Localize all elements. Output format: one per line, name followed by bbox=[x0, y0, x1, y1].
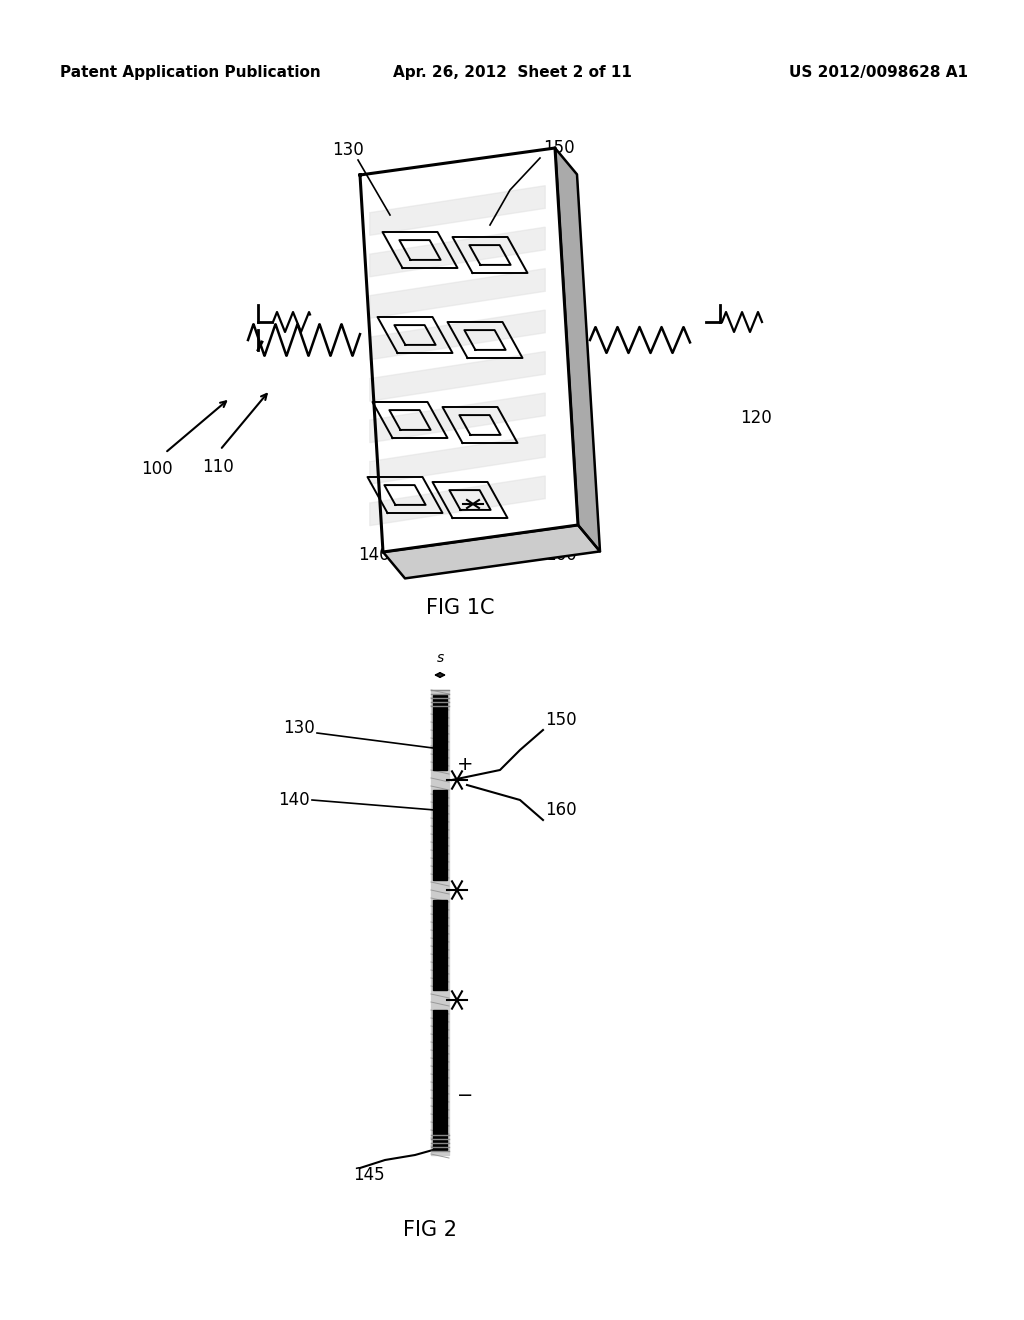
Text: 110: 110 bbox=[202, 458, 233, 477]
Polygon shape bbox=[433, 789, 447, 880]
Text: 100: 100 bbox=[141, 459, 173, 478]
Polygon shape bbox=[370, 351, 545, 401]
Text: 145: 145 bbox=[353, 1166, 385, 1184]
Text: FIG 1C: FIG 1C bbox=[426, 598, 495, 618]
Polygon shape bbox=[433, 900, 447, 990]
Polygon shape bbox=[431, 690, 449, 1155]
Text: 130: 130 bbox=[284, 719, 315, 737]
Text: 120: 120 bbox=[740, 409, 772, 426]
Polygon shape bbox=[370, 477, 545, 525]
Polygon shape bbox=[370, 393, 545, 442]
Text: Apr. 26, 2012  Sheet 2 of 11: Apr. 26, 2012 Sheet 2 of 11 bbox=[392, 65, 632, 79]
Polygon shape bbox=[555, 148, 600, 552]
Text: 130: 130 bbox=[332, 141, 364, 158]
Polygon shape bbox=[370, 227, 545, 277]
Text: 150: 150 bbox=[543, 139, 574, 157]
Polygon shape bbox=[370, 434, 545, 484]
Polygon shape bbox=[370, 310, 545, 360]
Text: −: − bbox=[457, 1085, 473, 1105]
Text: s: s bbox=[436, 651, 443, 665]
Polygon shape bbox=[433, 1010, 447, 1150]
Polygon shape bbox=[370, 269, 545, 318]
Polygon shape bbox=[433, 696, 447, 770]
Polygon shape bbox=[383, 525, 600, 578]
Text: 140: 140 bbox=[279, 791, 310, 809]
Text: 150: 150 bbox=[545, 711, 577, 729]
Text: US 2012/0098628 A1: US 2012/0098628 A1 bbox=[790, 65, 968, 79]
Text: 160: 160 bbox=[545, 801, 577, 818]
Text: FIG 2: FIG 2 bbox=[403, 1220, 457, 1239]
Text: Patent Application Publication: Patent Application Publication bbox=[60, 65, 321, 79]
Polygon shape bbox=[370, 186, 545, 235]
Text: 140: 140 bbox=[358, 546, 389, 564]
Text: +: + bbox=[457, 755, 473, 775]
Text: 160: 160 bbox=[545, 546, 577, 564]
Polygon shape bbox=[360, 148, 578, 552]
